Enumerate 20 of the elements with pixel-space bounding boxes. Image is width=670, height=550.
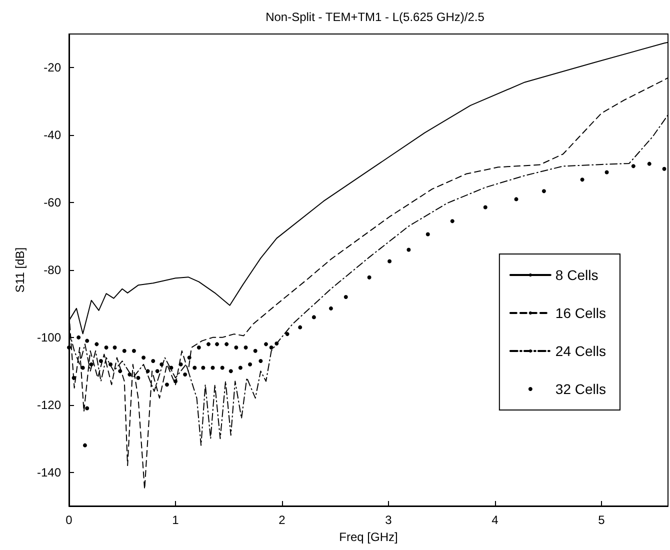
x-tick-label: 3: [385, 513, 392, 527]
y-tick-label: -80: [44, 263, 62, 277]
y-tick-label: -100: [36, 330, 62, 344]
y-tick-label: -120: [36, 398, 62, 412]
legend-label: 16 Cells: [555, 305, 606, 321]
y-axis-title: S11 [dB]: [13, 247, 28, 293]
x-tick-label: 0: [66, 513, 73, 527]
y-tick-label: -60: [44, 196, 62, 210]
y-tick-label: -140: [36, 465, 62, 480]
x-tick-label: 5: [598, 513, 606, 527]
legend-label: 24 Cells: [555, 343, 606, 359]
x-tick-label: 1: [172, 513, 180, 527]
x-tick-label: 2: [278, 513, 286, 527]
chart-title: Non-Split - TEM+TM1 - L(5.625 GHz)/2.5: [266, 10, 485, 24]
x-axis-title: Freq [GHz]: [339, 530, 398, 544]
x-tick-label: 4: [492, 513, 499, 527]
y-tick-label: -40: [44, 128, 62, 142]
legend-label: 32 Cells: [555, 381, 606, 397]
y-tick-label: -20: [44, 60, 62, 75]
legend-label: 8 Cells: [555, 267, 598, 283]
